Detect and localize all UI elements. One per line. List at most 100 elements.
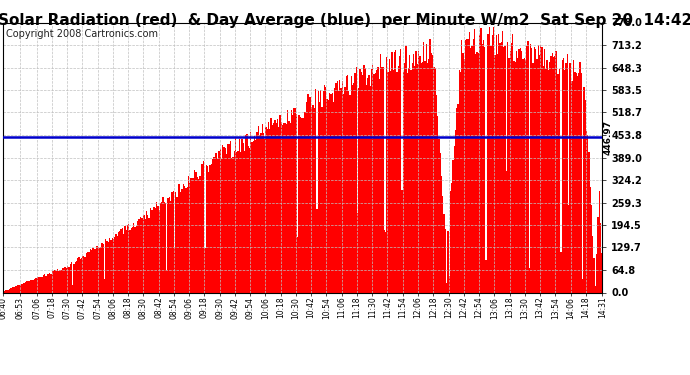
Bar: [308, 96, 310, 292]
Bar: [342, 81, 343, 292]
Bar: [516, 51, 518, 292]
Bar: [320, 90, 322, 292]
Bar: [451, 183, 453, 292]
Bar: [384, 230, 385, 292]
Bar: [239, 140, 240, 292]
Bar: [529, 268, 530, 292]
Bar: [30, 280, 32, 292]
Bar: [150, 207, 151, 292]
Bar: [559, 69, 560, 292]
Bar: [177, 184, 179, 292]
Bar: [578, 72, 580, 292]
Bar: [302, 118, 304, 292]
Bar: [37, 277, 38, 292]
Bar: [351, 76, 352, 292]
Bar: [571, 81, 572, 292]
Bar: [381, 68, 382, 292]
Bar: [469, 32, 470, 292]
Bar: [583, 87, 584, 292]
Bar: [596, 254, 598, 292]
Bar: [226, 154, 227, 292]
Bar: [130, 228, 132, 292]
Bar: [99, 248, 100, 292]
Bar: [79, 257, 80, 292]
Bar: [6, 290, 8, 292]
Bar: [110, 240, 112, 292]
Bar: [129, 230, 130, 292]
Bar: [147, 215, 148, 292]
Bar: [292, 115, 293, 292]
Bar: [466, 39, 468, 292]
Bar: [520, 48, 521, 292]
Bar: [21, 284, 23, 292]
Bar: [477, 53, 479, 292]
Bar: [293, 108, 295, 292]
Bar: [80, 259, 81, 292]
Bar: [448, 276, 450, 292]
Bar: [94, 249, 95, 292]
Bar: [340, 88, 342, 292]
Bar: [316, 209, 317, 292]
Bar: [148, 218, 150, 292]
Bar: [305, 112, 306, 292]
Bar: [123, 234, 124, 292]
Bar: [171, 192, 172, 292]
Bar: [557, 74, 558, 292]
Bar: [287, 110, 288, 292]
Bar: [521, 51, 522, 292]
Bar: [569, 63, 571, 292]
Bar: [165, 202, 166, 292]
Bar: [444, 230, 446, 292]
Bar: [361, 72, 362, 292]
Bar: [511, 43, 512, 292]
Bar: [14, 287, 15, 292]
Bar: [77, 258, 79, 292]
Bar: [161, 201, 162, 292]
Bar: [550, 56, 551, 292]
Bar: [584, 99, 586, 292]
Bar: [244, 151, 245, 292]
Bar: [145, 219, 146, 292]
Bar: [304, 112, 305, 292]
Bar: [399, 56, 400, 292]
Bar: [174, 246, 175, 292]
Bar: [546, 60, 548, 292]
Bar: [275, 123, 277, 292]
Bar: [522, 59, 524, 292]
Bar: [428, 58, 429, 292]
Bar: [388, 59, 390, 292]
Bar: [112, 239, 114, 292]
Bar: [590, 188, 591, 292]
Bar: [257, 132, 258, 292]
Bar: [192, 178, 193, 292]
Bar: [100, 247, 101, 292]
Bar: [81, 258, 82, 292]
Bar: [324, 85, 325, 292]
Bar: [203, 161, 204, 292]
Bar: [564, 70, 566, 292]
Bar: [172, 191, 174, 292]
Bar: [492, 35, 493, 292]
Bar: [245, 135, 246, 292]
Bar: [193, 178, 194, 292]
Bar: [593, 258, 595, 292]
Bar: [506, 171, 507, 292]
Bar: [217, 159, 218, 292]
Bar: [279, 115, 281, 292]
Bar: [306, 102, 307, 292]
Bar: [72, 285, 73, 292]
Bar: [377, 67, 379, 292]
Bar: [23, 283, 25, 292]
Bar: [237, 151, 239, 292]
Bar: [208, 172, 210, 292]
Bar: [175, 192, 177, 292]
Bar: [259, 135, 260, 292]
Bar: [568, 205, 569, 292]
Bar: [432, 56, 433, 292]
Bar: [152, 210, 153, 292]
Bar: [317, 91, 319, 292]
Bar: [465, 40, 466, 292]
Bar: [296, 114, 297, 292]
Bar: [254, 136, 255, 292]
Bar: [413, 54, 414, 292]
